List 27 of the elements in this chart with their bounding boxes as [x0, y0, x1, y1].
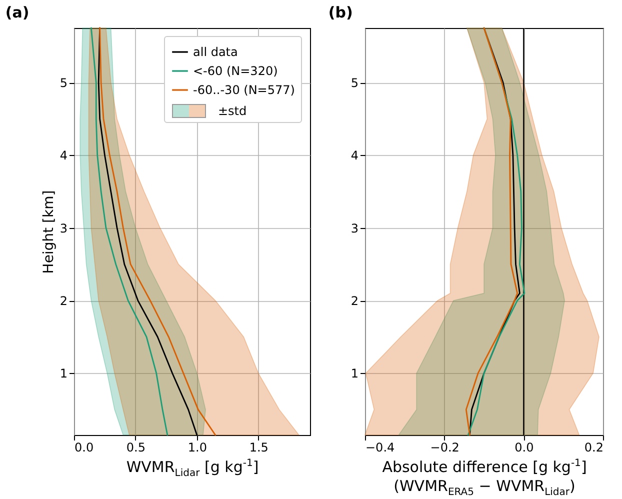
x-tick-label: −0.2 — [430, 440, 460, 454]
y-tick-label: 5 — [60, 76, 68, 90]
chart-title: (a) — [5, 3, 30, 22]
y-tick-label: 3 — [60, 221, 68, 236]
x-tick-label: 1.0 — [188, 440, 207, 454]
x-tick-label: 0.0 — [514, 440, 534, 454]
x-axis-title: WVMR$_{Lidar}$ [g kg$^{-1}$] — [126, 456, 259, 480]
y-tick-label: 1 — [350, 366, 358, 381]
y-axis-title: Height [km] — [40, 190, 57, 274]
y-tick-label: 2 — [60, 294, 68, 308]
x-tick-label: −0.4 — [366, 440, 395, 454]
y-tick-label: 5 — [350, 76, 358, 90]
text: Absolute difference [g kg$^{-1}$] (WVMR$_{ERA5}$ − WVMR$_{Lidar}$) — [382, 458, 587, 498]
annotation: ±std — [218, 104, 247, 118]
legend-label: <-60 (N=320) — [193, 64, 278, 78]
x-tick-label: 1.5 — [249, 440, 268, 454]
y-tick-label: 4 — [350, 148, 358, 163]
y-tick-label: 4 — [60, 148, 68, 163]
x-tick-label: 0.2 — [584, 440, 604, 454]
y-tick-label: 2 — [350, 294, 358, 308]
x-tick-label: 0.5 — [126, 440, 146, 454]
x-tick-label: 0.0 — [74, 440, 94, 454]
y-tick-label: 3 — [350, 221, 358, 236]
legend-label: all data — [193, 45, 238, 59]
legend-label: -60..-30 (N=577) — [193, 83, 295, 97]
chart-title: (b) — [328, 3, 353, 22]
y-tick-label: 1 — [60, 366, 68, 381]
